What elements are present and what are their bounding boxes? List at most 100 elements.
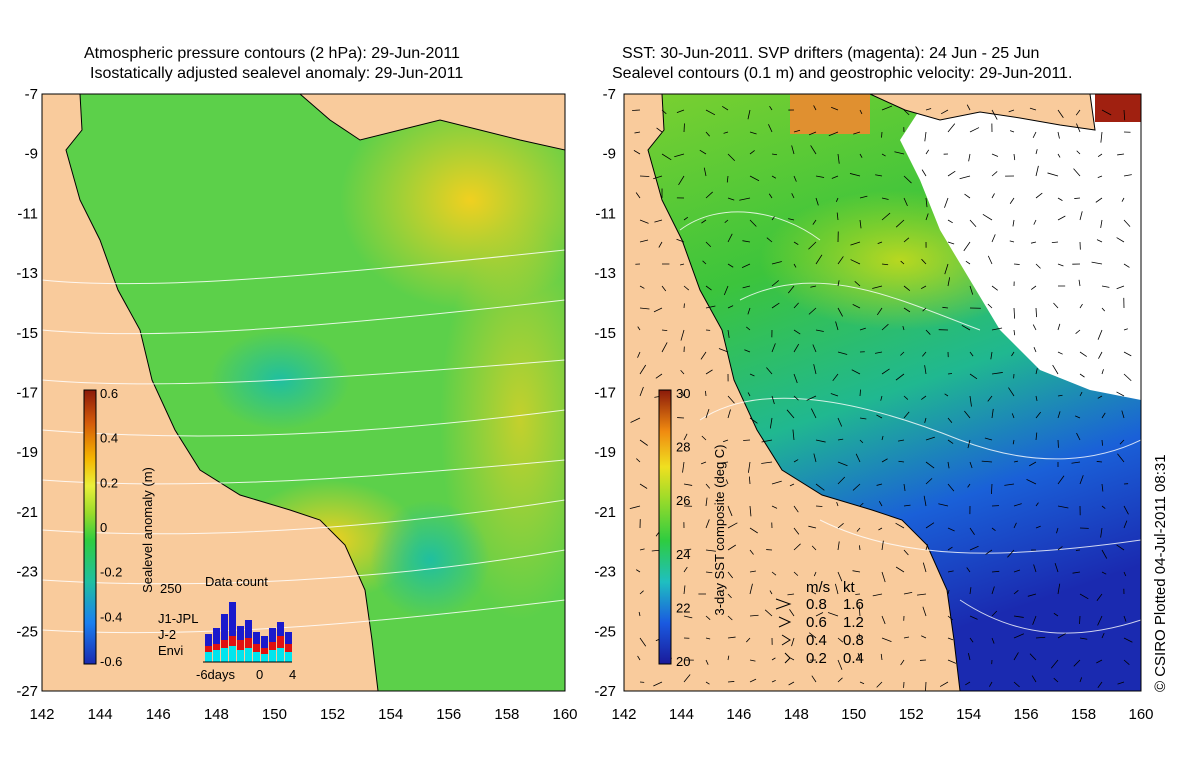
velocity-arrow — [944, 263, 949, 275]
left-x-label: 142 — [29, 706, 54, 723]
velocity-arrow — [898, 460, 905, 463]
velocity-arrow — [1057, 546, 1063, 551]
velocity-arrow — [771, 657, 776, 661]
velocity-arrow — [1073, 659, 1081, 667]
velocity-arrow — [859, 439, 864, 444]
velocity-arrow — [725, 479, 729, 485]
velocity-arrow — [1057, 475, 1065, 485]
velocity-arrow — [705, 241, 712, 248]
velocity-arrow — [771, 480, 782, 485]
velocity-arrow — [727, 329, 730, 338]
left-y-label: -7 — [25, 86, 38, 103]
velocity-arrow — [727, 522, 738, 529]
speed-ms-value: 0.2 — [806, 650, 827, 667]
velocity-arrow — [925, 461, 935, 469]
velocity-arrow — [1097, 175, 1103, 179]
velocity-arrow — [991, 327, 1003, 331]
speed-header-ms: m/s — [806, 579, 830, 596]
inset-bar-envi — [221, 648, 228, 662]
velocity-arrow — [922, 351, 927, 357]
velocity-arrow — [881, 615, 886, 625]
velocity-arrow — [903, 549, 909, 556]
velocity-arrow — [1101, 439, 1103, 446]
velocity-arrow — [880, 395, 883, 401]
velocity-arrow — [683, 566, 688, 573]
velocity-arrow — [771, 175, 777, 179]
velocity-arrow — [1121, 410, 1125, 419]
velocity-arrow — [793, 302, 799, 309]
velocity-arrow — [947, 615, 953, 621]
velocity-arrow — [1101, 412, 1106, 419]
velocity-arrow — [903, 307, 911, 313]
velocity-arrow — [788, 681, 795, 686]
velocity-arrow — [872, 285, 883, 289]
velocity-arrow — [1123, 263, 1130, 268]
velocity-arrow — [852, 483, 861, 491]
velocity-arrow — [766, 237, 773, 243]
left-x-axis: 142 144 146 148 150 152 154 156 158 160 — [29, 706, 577, 723]
velocity-arrow — [654, 219, 663, 223]
speed-rows: 0.8 1.60.6 1.20.4 0.80.2 0.4 — [775, 596, 864, 667]
velocity-arrow — [1079, 303, 1083, 309]
velocity-arrow — [793, 263, 797, 268]
velocity-arrow — [1053, 302, 1059, 309]
velocity-arrow — [1053, 612, 1059, 617]
velocity-arrow — [925, 149, 930, 155]
velocity-arrow — [810, 145, 817, 155]
velocity-arrow — [702, 260, 707, 265]
velocity-arrow — [990, 351, 993, 360]
velocity-arrow — [1097, 681, 1103, 688]
velocity-arrow — [964, 193, 971, 199]
velocity-arrow — [1033, 347, 1037, 353]
right-x-label: 142 — [611, 706, 636, 723]
sla-tick-label: -0.2 — [100, 565, 122, 580]
velocity-arrow — [793, 241, 799, 245]
velocity-arrow — [727, 544, 737, 551]
velocity-arrow — [683, 483, 693, 486]
inset-xlabel-zero: 0 — [256, 667, 263, 682]
velocity-arrow — [969, 395, 972, 407]
velocity-arrow — [658, 241, 663, 248]
velocity-arrow — [793, 543, 801, 551]
velocity-arrow — [903, 237, 910, 243]
velocity-arrow — [741, 263, 751, 268]
velocity-arrow — [1096, 239, 1103, 243]
velocity-arrow — [705, 497, 708, 507]
velocity-arrow — [787, 285, 795, 294]
velocity-arrow — [1123, 659, 1130, 665]
velocity-arrow — [1013, 522, 1017, 529]
velocity-arrow — [1035, 395, 1038, 401]
velocity-arrow — [810, 408, 817, 419]
velocity-arrow — [916, 593, 927, 596]
velocity-arrow — [1027, 593, 1037, 597]
left-png-coast — [299, 94, 565, 151]
velocity-arrow — [1057, 109, 1064, 118]
velocity-arrow — [727, 153, 736, 162]
velocity-arrow — [787, 593, 795, 596]
velocity-arrow — [1078, 279, 1081, 287]
velocity-arrow — [1076, 432, 1081, 441]
right-y-label: -15 — [594, 325, 616, 342]
velocity-arrow — [771, 505, 778, 509]
velocity-arrow — [880, 653, 883, 661]
velocity-arrow — [895, 373, 905, 381]
inset-title: Data count — [205, 574, 268, 589]
sla-colorbar-label: Sealevel anomaly (m) — [140, 467, 155, 593]
velocity-arrow — [853, 131, 861, 135]
left-y-label: -23 — [16, 564, 38, 581]
velocity-arrow — [769, 105, 773, 111]
velocity-arrow — [940, 109, 949, 115]
velocity-arrow — [1057, 215, 1066, 221]
velocity-arrow — [635, 569, 641, 573]
sst-colorbar-label: 3-day SST composite (deg C) — [712, 445, 727, 616]
left-x-label: 144 — [88, 706, 113, 723]
velocity-arrow — [1097, 329, 1103, 340]
velocity-arrow — [967, 483, 971, 488]
velocity-arrow — [723, 285, 729, 296]
velocity-arrow — [718, 348, 729, 353]
velocity-arrow — [1009, 240, 1015, 243]
sst-tick-label: 20 — [676, 654, 690, 669]
velocity-arrow — [982, 213, 993, 221]
velocity-arrow — [947, 570, 954, 573]
velocity-arrow — [1057, 351, 1063, 355]
